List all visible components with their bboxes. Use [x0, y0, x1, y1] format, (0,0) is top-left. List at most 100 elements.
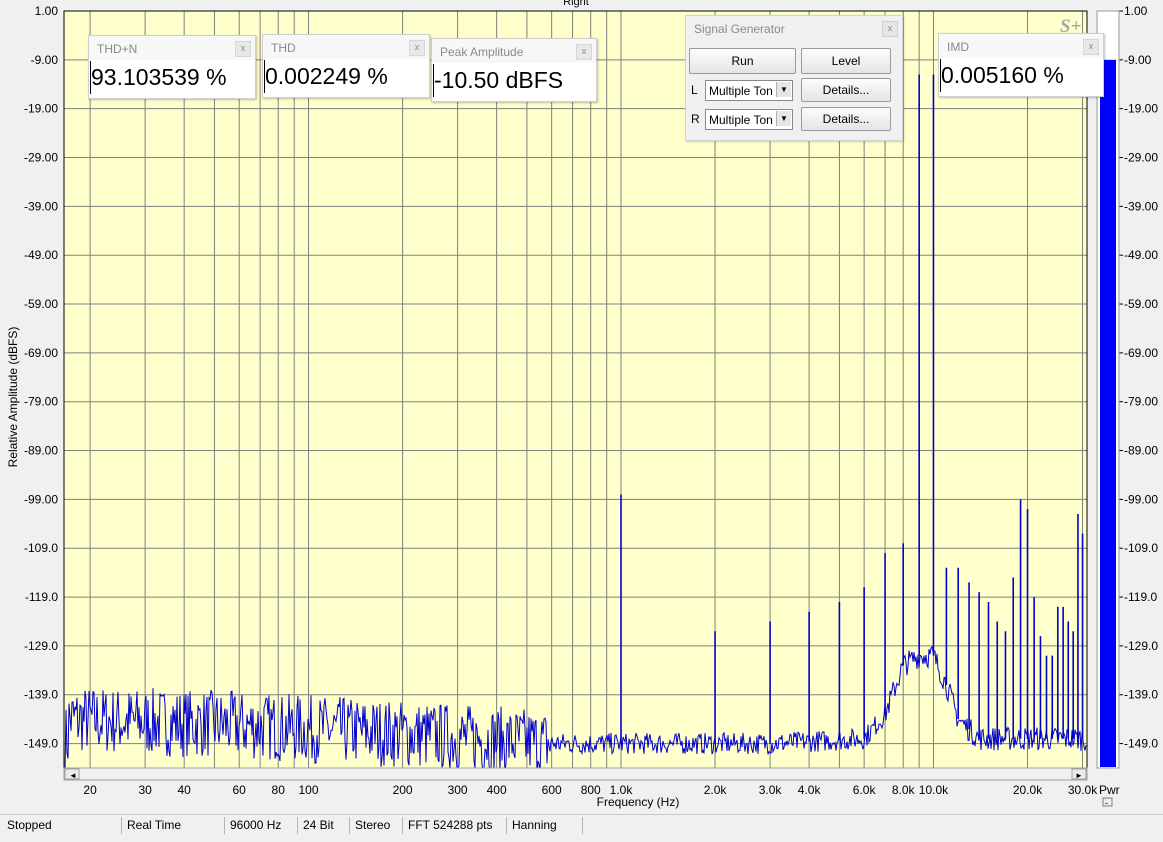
imd-meter-label: IMD: [947, 40, 969, 54]
x-tick-label: 30.0k: [1068, 783, 1098, 797]
x-tick-label: 600: [542, 783, 562, 797]
power-meter-tick-label: -19.00: [1124, 102, 1158, 116]
status-divider: [506, 817, 507, 834]
right-waveform-value: Multiple Ton: [709, 113, 773, 127]
x-tick-label: 1.0k: [610, 783, 634, 797]
x-tick-label: 100: [298, 783, 318, 797]
signal-generator-panel[interactable]: Signal Generator x Run Level L Multiple …: [685, 15, 903, 141]
x-tick-label: 2.0k: [704, 783, 728, 797]
power-meter-tick-label: -39.00: [1124, 199, 1158, 213]
status-divider: [224, 817, 225, 834]
x-tick-label: 80: [272, 783, 286, 797]
thd-meter-value: 0.002249 %: [264, 60, 388, 93]
x-tick-label: 20.0k: [1013, 783, 1043, 797]
app-logo: S+: [1060, 16, 1081, 37]
y-tick-label: -79.00: [24, 395, 58, 409]
plot-area: [64, 11, 1087, 768]
power-meter-tick-label: -79.00: [1124, 395, 1158, 409]
power-meter-tick-label: 1.00: [1124, 4, 1148, 18]
y-tick-label: -149.0: [24, 737, 58, 751]
y-tick-label: -109.0: [24, 541, 58, 555]
peak-meter-label: Peak Amplitude: [440, 45, 524, 59]
scroll-left-icon: ◄: [69, 771, 77, 780]
thdn-meter[interactable]: THD+N x 93.103539 %: [88, 35, 256, 99]
x-tick-label: 4.0k: [798, 783, 822, 797]
power-meter-tick-label: -69.00: [1124, 346, 1158, 360]
x-tick-label: 300: [448, 783, 468, 797]
x-tick-label: 200: [393, 783, 413, 797]
chevron-down-icon: ▼: [776, 111, 791, 126]
thd-meter-header: [263, 35, 429, 59]
y-tick-label: -129.0: [24, 639, 58, 653]
x-tick-label: 3.0k: [759, 783, 783, 797]
status-divider: [121, 817, 122, 834]
level-button[interactable]: Level: [801, 48, 891, 74]
power-meter-tick-label: -89.00: [1124, 444, 1158, 458]
status-bit-depth: 24 Bit: [303, 818, 334, 832]
scroll-left-button[interactable]: [64, 768, 80, 780]
status-divider: [582, 817, 583, 834]
imd-meter[interactable]: IMD x 0.005160 %: [938, 33, 1104, 97]
status-window: Hanning: [512, 818, 557, 832]
thd-meter-label: THD: [271, 41, 296, 55]
chart-title: Right: [563, 0, 589, 8]
x-tick-label: 40: [177, 783, 191, 797]
status-sample-rate: 96000 Hz: [230, 818, 282, 832]
left-channel-label: L: [691, 83, 698, 97]
y-tick-label: -119.0: [25, 590, 58, 604]
collapse-icon: -: [1105, 798, 1108, 808]
x-tick-label: 800: [581, 783, 601, 797]
status-state: Stopped: [7, 818, 52, 832]
status-divider: [297, 817, 298, 834]
collapse-button[interactable]: [1102, 797, 1113, 807]
power-meter-label: Pwr: [1099, 783, 1120, 797]
power-meter-tick-label: -99.00: [1124, 492, 1158, 506]
x-tick-label: 30: [138, 783, 152, 797]
left-details-button[interactable]: Details...: [801, 78, 891, 102]
close-icon[interactable]: x: [409, 40, 425, 56]
status-divider: [402, 817, 403, 834]
scroll-right-button[interactable]: [1071, 768, 1087, 780]
status-channels: Stereo: [355, 818, 391, 832]
x-tick-label: 8.0k: [892, 783, 916, 797]
thd-meter[interactable]: THD x 0.002249 %: [262, 34, 430, 98]
scroll-right-icon: ►: [1075, 771, 1083, 780]
thdn-meter-label: THD+N: [97, 42, 138, 56]
y-tick-label: -49.00: [24, 248, 58, 262]
y-tick-label: -99.00: [24, 492, 58, 506]
thdn-meter-header: [89, 36, 255, 60]
peak-amplitude-meter[interactable]: Peak Amplitude x -10.50 dBFS: [431, 38, 597, 102]
x-tick-label: 60: [233, 783, 247, 797]
x-tick-label: 400: [487, 783, 507, 797]
spectrum-trace: [64, 645, 1087, 776]
x-axis-title: Frequency (Hz): [597, 795, 680, 809]
run-button[interactable]: Run: [689, 48, 796, 74]
y-tick-label: -139.0: [24, 688, 58, 702]
imd-meter-header: [939, 34, 1103, 58]
y-tick-label: -59.00: [24, 297, 58, 311]
y-tick-label: -9.00: [31, 53, 59, 67]
y-tick-label: -39.00: [24, 199, 58, 213]
power-meter-tick-label: -9.00: [1124, 53, 1152, 67]
close-icon[interactable]: x: [1083, 39, 1099, 55]
power-meter-tick-label: -29.00: [1124, 151, 1158, 165]
y-tick-label: -69.00: [24, 346, 58, 360]
right-waveform-select[interactable]: Multiple Ton ▼: [705, 109, 793, 130]
x-tick-label: 6.0k: [853, 783, 877, 797]
y-axis-title: Relative Amplitude (dBFS): [6, 327, 20, 468]
thdn-meter-value: 93.103539 %: [90, 61, 227, 94]
status-mode: Real Time: [127, 818, 182, 832]
y-tick-label: -29.00: [24, 151, 58, 165]
left-waveform-select[interactable]: Multiple Ton ▼: [705, 80, 793, 101]
close-icon[interactable]: x: [576, 44, 592, 60]
power-meter-tick-label: -119.0: [1124, 590, 1157, 604]
close-icon[interactable]: x: [235, 41, 251, 57]
close-icon[interactable]: x: [882, 21, 898, 37]
power-meter-bar: [1100, 59, 1116, 768]
power-meter-tick-label: -129.0: [1124, 639, 1158, 653]
power-meter-tick-label: -49.00: [1124, 248, 1158, 262]
right-details-button[interactable]: Details...: [801, 107, 891, 131]
status-bar: Stopped Real Time 96000 Hz 24 Bit Stereo…: [0, 814, 1163, 837]
peak-meter-value: -10.50 dBFS: [432, 64, 564, 97]
power-meter-tick-label: -149.0: [1124, 737, 1158, 751]
